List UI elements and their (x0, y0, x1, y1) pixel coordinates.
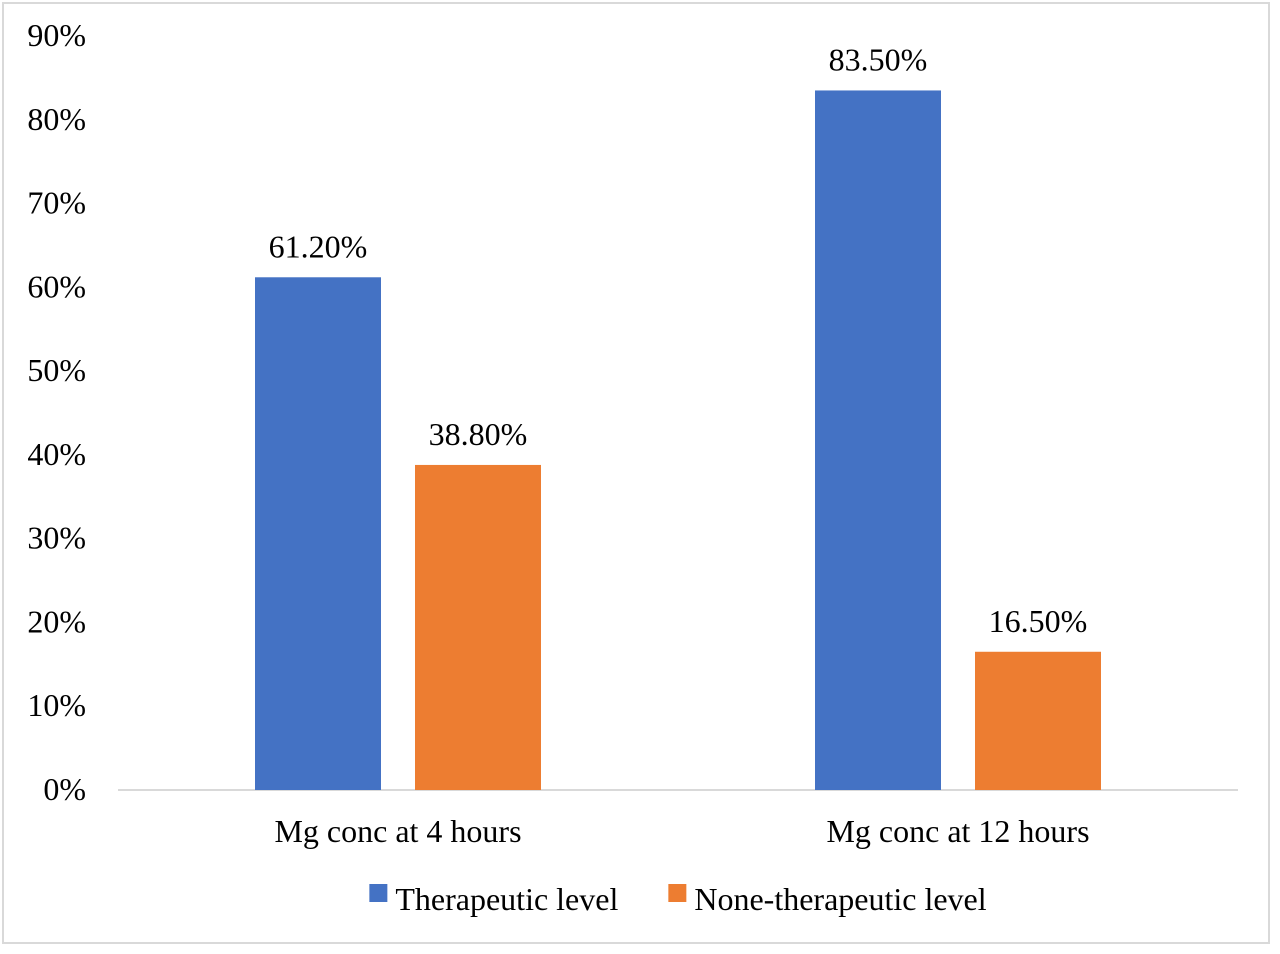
data-labels: 61.20% 38.80% 83.50% 16.50% (269, 41, 1088, 638)
chart-frame: 0% 10% 20% 30% 40% 50% 60% 70% 80% 90% 61.20% 38.8… (2, 2, 1270, 944)
y-tick-label: 80% (27, 101, 86, 137)
y-tick-label: 20% (27, 603, 86, 639)
y-axis-ticks: 0% 10% 20% 30% 40% 50% 60% 70% 80% 90% (27, 17, 86, 807)
bar (415, 464, 541, 790)
legend: Therapeutic level None-therapeutic level (369, 881, 987, 917)
data-label: 38.80% (429, 416, 528, 452)
legend-swatch (369, 884, 388, 902)
bars (255, 90, 1101, 790)
legend-swatch (668, 884, 687, 902)
bar (815, 90, 941, 790)
category-labels: Mg conc at 4 hours Mg conc at 12 hours (274, 813, 1089, 849)
y-tick-label: 90% (27, 17, 86, 53)
bar (975, 651, 1101, 790)
bar (255, 277, 381, 790)
y-tick-label: 60% (27, 268, 86, 304)
y-tick-label: 30% (27, 520, 86, 556)
data-label: 16.50% (989, 603, 1088, 639)
data-label: 61.20% (269, 228, 368, 264)
y-tick-label: 50% (27, 352, 86, 388)
x-category-label: Mg conc at 4 hours (274, 813, 521, 849)
legend-item: Therapeutic level (369, 881, 618, 917)
y-tick-label: 70% (27, 185, 86, 221)
legend-item: None-therapeutic level (668, 881, 987, 917)
legend-label: Therapeutic level (395, 881, 618, 917)
data-label: 83.50% (829, 41, 928, 77)
legend-label: None-therapeutic level (694, 881, 986, 917)
y-tick-label: 0% (43, 771, 86, 807)
y-tick-label: 10% (27, 687, 86, 723)
y-tick-label: 40% (27, 436, 86, 472)
x-category-label: Mg conc at 12 hours (826, 813, 1089, 849)
bar-chart: 0% 10% 20% 30% 40% 50% 60% 70% 80% 90% 61.20% 38.8… (27, 17, 1238, 917)
